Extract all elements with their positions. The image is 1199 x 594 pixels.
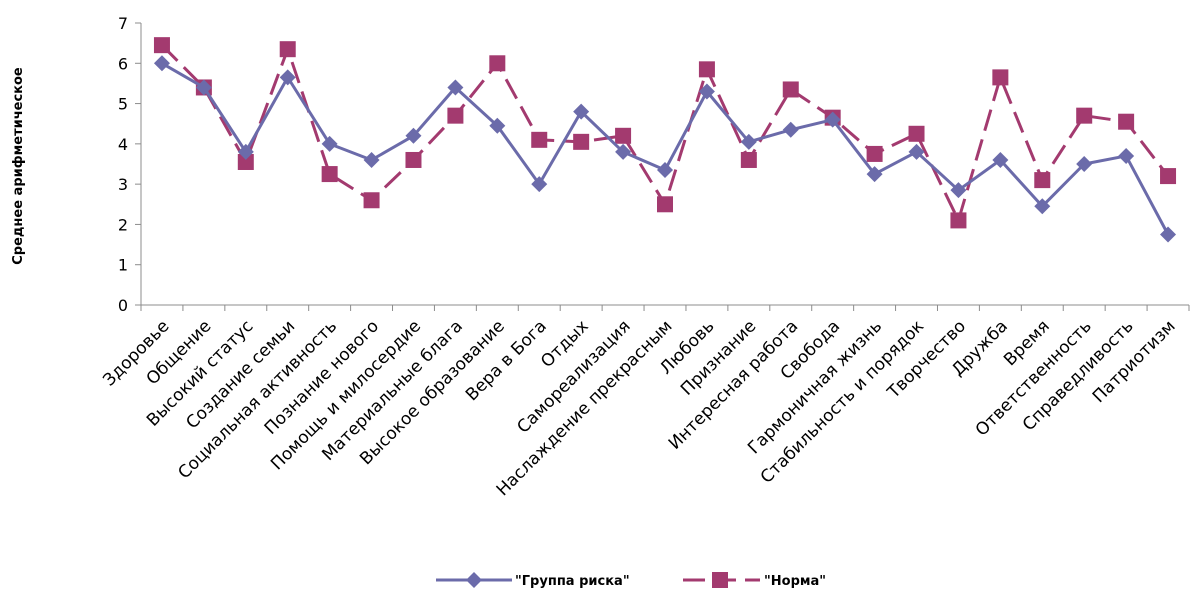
data-point-square [866,145,883,162]
data-point-diamond [321,135,338,152]
y-tick-labels: 0 1 2 3 4 5 6 7 [118,14,128,315]
data-point-square [321,166,338,183]
data-point-diamond [531,176,548,193]
series-0 [153,55,1177,243]
legend-marker-diamond [466,572,482,588]
series-line [160,44,1170,222]
data-point-diamond [1160,226,1177,243]
series-1 [153,37,1177,229]
data-point-diamond [489,117,506,134]
legend: "Группа риска" "Норма" [436,572,826,589]
data-point-square [1160,168,1177,185]
legend-label-norm: "Норма" [764,574,826,589]
data-point-square [489,55,506,72]
data-point-square [1034,172,1051,189]
y-tick-label: 0 [118,296,128,315]
data-point-diamond [866,166,883,183]
data-point-square [615,127,632,144]
data-point-diamond [363,151,380,168]
data-point-diamond [279,69,296,86]
data-point-square [279,41,296,58]
y-tick-label: 2 [118,215,128,234]
y-tick-label: 4 [118,135,128,154]
data-point-square [1118,113,1135,130]
data-point-diamond [950,182,967,199]
data-point-diamond [824,111,841,128]
data-point-square [153,37,170,54]
data-point-diamond [1076,156,1093,172]
legend-marker-square [712,572,728,588]
data-point-square [782,81,799,98]
data-point-square [908,125,925,142]
y-tick-label: 6 [118,54,128,73]
legend-label-risk: "Группа риска" [515,574,630,589]
data-point-square [950,212,967,229]
data-point-diamond [657,162,673,179]
data-point-diamond [573,103,590,120]
data-point-diamond [698,83,715,100]
series-layer [153,37,1177,243]
data-point-diamond [908,143,925,160]
data-point-square [698,61,715,78]
data-point-diamond [1118,147,1135,164]
y-tick-label: 7 [118,14,128,33]
data-point-diamond [195,79,212,96]
y-axis-title: Среднее арифметическое [11,67,26,265]
y-tick-label: 3 [118,175,128,194]
data-point-diamond [1034,198,1051,215]
data-point-square [992,69,1009,86]
data-point-diamond [615,143,632,160]
data-point-diamond [740,133,757,150]
data-point-diamond [405,127,422,144]
data-point-square [405,151,422,168]
data-point-square [531,131,548,148]
y-tick-label: 1 [118,256,128,275]
data-point-square [237,153,254,170]
data-point-square [363,192,380,209]
data-point-square [573,133,590,150]
axes [135,22,1190,311]
data-point-square [447,107,464,124]
data-point-diamond [447,79,464,96]
data-point-square [740,151,757,168]
data-point-diamond [153,55,170,72]
data-point-diamond [992,151,1009,168]
data-point-diamond [782,121,799,138]
y-tick-label: 5 [118,95,128,114]
data-point-square [657,196,673,213]
data-point-diamond [237,143,254,160]
y-axis-title-group: Среднее арифметическое [11,67,26,265]
data-point-square [1076,107,1093,124]
